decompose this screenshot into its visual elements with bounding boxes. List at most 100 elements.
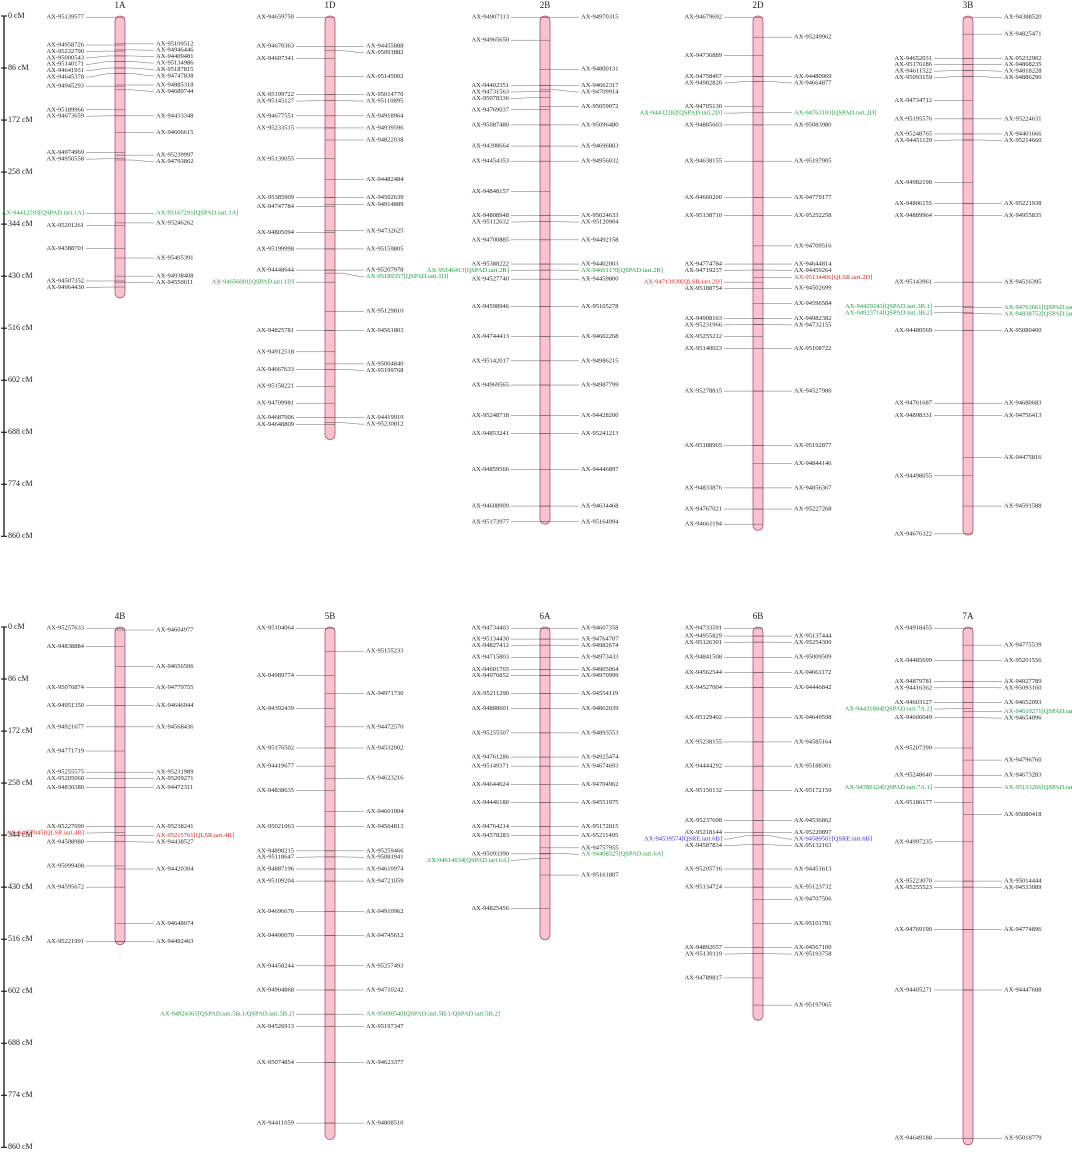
marker-label: AX-94392439	[256, 705, 294, 712]
marker-label: AX-95018779	[1004, 1135, 1042, 1142]
marker-label: AX-94502639	[366, 194, 404, 201]
marker-label: AX-95230812	[366, 421, 404, 428]
marker-label: AX-95388222	[471, 261, 509, 268]
marker-label: AX-94649188	[894, 1135, 932, 1142]
marker-label: AX-94508980	[46, 838, 84, 845]
marker-label: AX-94927789	[1004, 678, 1042, 685]
chromosome-name: 1A	[115, 0, 127, 10]
marker-label: AX-95112632	[472, 219, 509, 226]
marker-label: AX-95093160	[1004, 684, 1042, 691]
marker-label: AX-95074854	[256, 1059, 294, 1066]
marker-label: AX-94733591	[684, 625, 722, 632]
marker-label: AX-94982382	[794, 315, 832, 322]
qtl-label: AX-94431804[QSPAD.iari.7A.2]	[845, 706, 932, 713]
marker-label: AX-95099408	[46, 862, 84, 869]
marker-label: AX-94419919	[366, 414, 404, 421]
marker-label: AX-95188754	[684, 285, 722, 292]
marker-label: AX-94886290	[1004, 74, 1042, 81]
marker-connector	[125, 61, 154, 64]
marker-label: AX-95123732	[794, 884, 832, 891]
marker-label: AX-94459264	[794, 267, 832, 274]
marker-label: AX-94779177	[794, 194, 832, 201]
marker-label: AX-94818228	[1004, 68, 1042, 75]
marker-label: AX-95129402	[684, 714, 722, 721]
marker-connector	[86, 61, 115, 65]
marker-label: AX-94848157	[471, 188, 509, 195]
marker-label: AX-94789817	[684, 974, 722, 981]
qtl-label: AX-94408525[QSPAD.iari.6A]	[581, 851, 663, 858]
marker-label: AX-94805094	[256, 229, 294, 236]
marker-label: AX-94825781	[256, 327, 294, 334]
marker-label: AX-94747838	[156, 72, 194, 79]
marker-label: AX-95076874	[46, 684, 84, 691]
marker-label: AX-95188965	[684, 442, 722, 449]
marker-label: AX-94388520	[1004, 14, 1042, 21]
marker-label: AX-94416362	[894, 684, 932, 691]
qtl-label: AX-95215761[QLSR.iari.4B]	[156, 832, 234, 839]
marker-label: AX-95155233	[366, 648, 404, 655]
marker-label: AX-94761286	[471, 754, 509, 761]
marker-label: AX-94853241	[471, 430, 509, 437]
marker-label: AX-95172815	[581, 823, 619, 830]
marker-label: AX-94527004	[684, 684, 722, 691]
marker-connector	[125, 55, 154, 57]
qtl-label: AX-95167291[QSPAD.iari.1A]	[156, 210, 238, 217]
marker-label: AX-94536862	[794, 817, 832, 824]
marker-label: AX-94646944	[156, 702, 194, 709]
marker-label: AX-94955829	[684, 633, 722, 640]
marker-label: AX-95145127	[256, 98, 294, 105]
marker-label: AX-94709914	[581, 88, 619, 95]
axis-tick-label: 688 cM	[8, 1038, 33, 1047]
marker-label: AX-94603127	[894, 699, 932, 706]
marker-label: AX-94419677	[256, 763, 294, 770]
marker-label: AX-94598946	[471, 303, 509, 310]
qtl-label: AX-94614034[QSPAD.iari.6A]	[427, 857, 509, 864]
marker-label: AX-94689744	[156, 88, 194, 95]
marker-label: AX-94472570	[366, 723, 404, 730]
marker-connector	[724, 844, 753, 846]
marker-label: AX-94602268	[581, 333, 619, 340]
marker-label: AX-95257493	[366, 962, 404, 969]
marker-label: AX-94398664	[471, 143, 509, 150]
marker-label: AX-95093390	[471, 850, 509, 857]
marker-label: AX-94664877	[794, 79, 832, 86]
marker-label: AX-94970999	[581, 672, 619, 679]
marker-label: AX-94591588	[1004, 503, 1042, 510]
marker-label: AX-94710242	[366, 986, 404, 993]
marker-label: AX-94492158	[581, 236, 619, 243]
marker-label: AX-94674693	[581, 763, 619, 770]
marker-label: AX-94779755	[156, 684, 194, 691]
marker-label: AX-94974969	[46, 149, 84, 156]
marker-label: AX-94687906	[256, 414, 294, 421]
marker-connector	[724, 81, 753, 84]
marker-label: AX-94736889	[684, 52, 722, 59]
marker-label: AX-95232790	[46, 48, 84, 55]
marker-label: AX-94914889	[366, 201, 404, 208]
marker-label: AX-94885603	[684, 121, 722, 128]
marker-label: AX-95195576	[894, 115, 932, 122]
marker-label: AX-95186177	[894, 799, 932, 806]
marker-label: AX-94775539	[1004, 642, 1042, 649]
axis-tick-label: 774 cM	[8, 1090, 33, 1099]
marker-label: AX-94715803	[471, 654, 509, 661]
marker-label: AX-94679692	[684, 14, 722, 21]
marker-label: AX-95059072	[581, 103, 619, 110]
marker-label: AX-95201556	[1004, 657, 1042, 664]
marker-label: AX-94480969	[794, 73, 832, 80]
marker-label: AX-94578283	[471, 832, 509, 839]
marker-label: AX-94623216	[366, 775, 404, 782]
marker-label: AX-95120904	[581, 219, 619, 226]
marker-label: AX-94498055	[894, 472, 932, 479]
marker-connector	[973, 70, 1002, 72]
marker-label: AX-94401666	[1004, 130, 1042, 137]
marker-connector	[125, 89, 154, 92]
marker-label: AX-94670363	[256, 43, 294, 50]
marker-label: AX-95385909	[256, 194, 294, 201]
marker-label: AX-94459800	[581, 276, 619, 283]
marker-label: AX-95199998	[256, 245, 294, 252]
marker-label: AX-94527980	[794, 388, 832, 395]
axis-tick-label: 516 cM	[8, 934, 33, 943]
marker-label: AX-95189966	[46, 106, 84, 113]
marker-label: AX-94756413	[1004, 412, 1042, 419]
qtl-label: AX-94610271[QSPAD.iari.7A.2]	[1004, 708, 1072, 715]
